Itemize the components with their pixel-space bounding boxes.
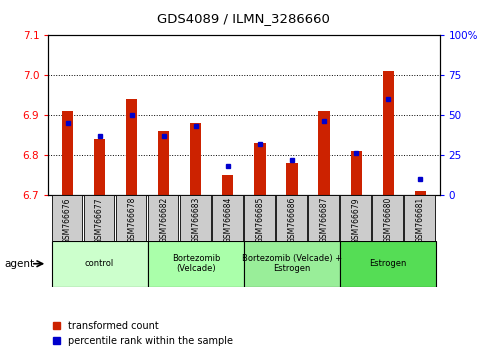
Bar (255, 143, 266, 195)
Bar (52, 241, 148, 287)
Text: GSM766678: GSM766678 (127, 197, 136, 244)
Text: GSM766680: GSM766680 (384, 197, 393, 244)
Bar (180, 195, 211, 241)
Bar (84, 195, 114, 241)
Text: agent: agent (5, 259, 35, 269)
Bar (244, 195, 275, 241)
Text: GSM766679: GSM766679 (352, 197, 361, 244)
Text: GSM766681: GSM766681 (416, 197, 425, 243)
Bar (372, 195, 403, 241)
Bar (148, 195, 179, 241)
Text: GSM766676: GSM766676 (63, 197, 72, 244)
Bar (308, 195, 339, 241)
Bar (222, 175, 233, 195)
Text: GSM766685: GSM766685 (256, 197, 265, 244)
Text: Estrogen: Estrogen (369, 259, 407, 268)
Bar (340, 241, 436, 287)
Text: GSM766686: GSM766686 (287, 197, 297, 244)
Bar (318, 111, 330, 195)
Legend: transformed count, percentile rank within the sample: transformed count, percentile rank withi… (53, 321, 233, 346)
Bar (158, 131, 170, 195)
Bar (52, 195, 82, 241)
Bar (94, 139, 105, 195)
Text: Bortezomib (Velcade) +
Estrogen: Bortezomib (Velcade) + Estrogen (242, 254, 342, 273)
Bar (276, 195, 307, 241)
Bar (415, 191, 426, 195)
Bar (148, 241, 244, 287)
Bar (212, 195, 242, 241)
Text: GDS4089 / ILMN_3286660: GDS4089 / ILMN_3286660 (157, 12, 330, 25)
Text: GSM766682: GSM766682 (159, 197, 168, 243)
Text: Bortezomib
(Velcade): Bortezomib (Velcade) (171, 254, 220, 273)
Bar (115, 195, 146, 241)
Bar (62, 111, 73, 195)
Text: GSM766677: GSM766677 (95, 197, 104, 244)
Bar (244, 241, 340, 287)
Bar (286, 163, 298, 195)
Bar (190, 123, 201, 195)
Bar (351, 151, 362, 195)
Bar (340, 195, 371, 241)
Bar (404, 195, 435, 241)
Bar (126, 99, 137, 195)
Text: control: control (85, 259, 114, 268)
Text: GSM766683: GSM766683 (191, 197, 200, 244)
Bar (383, 71, 394, 195)
Text: GSM766687: GSM766687 (320, 197, 328, 244)
Text: GSM766684: GSM766684 (223, 197, 232, 244)
